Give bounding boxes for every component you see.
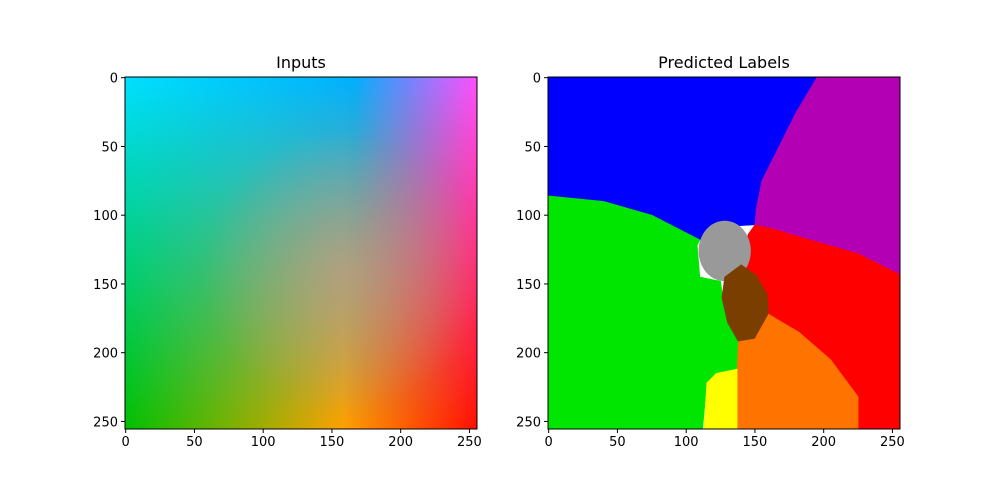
inputs-y-tick-label: 100 xyxy=(93,209,118,224)
inputs-y-tick-label: 0 xyxy=(110,72,118,87)
labels-y-tick-label: 50 xyxy=(524,140,541,155)
inputs-axes-frame xyxy=(124,76,478,430)
labels-x-tick-label: 150 xyxy=(743,435,768,450)
label-region-4 xyxy=(698,220,751,282)
inputs-y-tick-label: 250 xyxy=(93,415,118,430)
labels-axes-frame xyxy=(547,76,901,430)
labels-x-tick-label: 200 xyxy=(811,435,836,450)
labels-x-tick-label: 100 xyxy=(674,435,699,450)
labels-x-tick-label: 250 xyxy=(880,435,905,450)
inputs-image-center-layer xyxy=(125,77,477,429)
inputs-x-tick-label: 100 xyxy=(251,435,276,450)
labels-y-tick-label: 150 xyxy=(516,278,541,293)
labels-y-tick-label: 0 xyxy=(533,72,541,87)
inputs-panel: Inputs 0 50 100 150 200 250 0 50 100 150 200 250 xyxy=(93,53,482,450)
labels-y-tick-label: 250 xyxy=(516,415,541,430)
labels-x-tick-label: 0 xyxy=(545,435,553,450)
inputs-title: Inputs xyxy=(276,53,326,72)
labels-ticks: 0 50 100 150 200 250 0 50 100 150 200 250 xyxy=(516,72,905,450)
labels-x-tick-label: 50 xyxy=(609,435,626,450)
label-region-7 xyxy=(703,368,738,429)
labels-panel: Predicted Labels 0 50 100 150 200 250 0 50 100 15… xyxy=(516,53,905,450)
inputs-x-tick-label: 50 xyxy=(186,435,203,450)
inputs-y-tick-label: 150 xyxy=(93,278,118,293)
inputs-ticks: 0 50 100 150 200 250 0 50 100 150 200 250 xyxy=(93,72,482,450)
inputs-x-tick-label: 250 xyxy=(457,435,482,450)
labels-y-tick-label: 200 xyxy=(516,347,541,362)
inputs-y-tick-label: 200 xyxy=(93,347,118,362)
inputs-x-tick-label: 150 xyxy=(320,435,345,450)
inputs-y-tick-label: 50 xyxy=(101,140,118,155)
labels-regions xyxy=(548,77,900,429)
labels-title: Predicted Labels xyxy=(658,53,790,72)
labels-y-tick-label: 100 xyxy=(516,209,541,224)
inputs-x-tick-label: 0 xyxy=(122,435,130,450)
inputs-x-tick-label: 200 xyxy=(388,435,413,450)
